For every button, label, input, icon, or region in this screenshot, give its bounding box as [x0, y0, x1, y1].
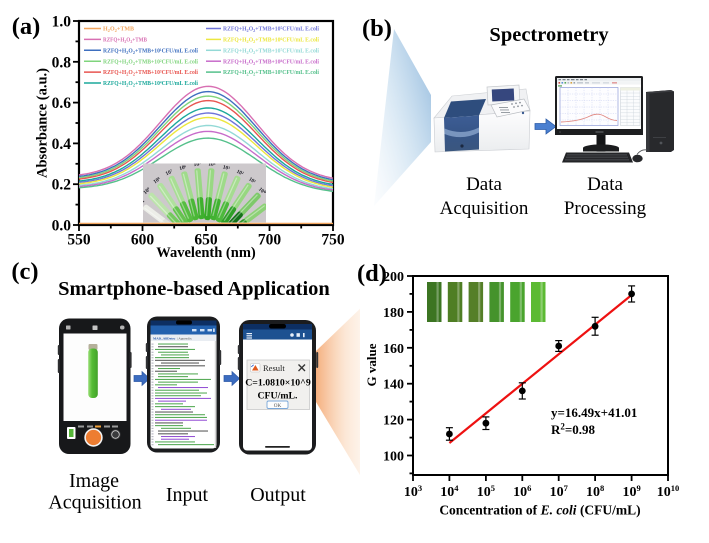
- svg-text:Acquisition: Acquisition: [48, 492, 141, 514]
- svg-text:RZFQ+H2O2​+TMB+10⁹CFU/mL E.col: RZFQ+H2O2​+TMB+10⁹CFU/mL E.coli: [223, 69, 319, 77]
- svg-text:0.0: 0.0: [52, 218, 72, 235]
- svg-text:0.6: 0.6: [52, 95, 72, 112]
- svg-text:120: 120: [383, 414, 404, 429]
- svg-text:109: 109: [622, 483, 640, 500]
- svg-text:Output: Output: [250, 484, 306, 506]
- svg-text:(c): (c): [11, 258, 38, 285]
- svg-text:10¹: 10¹: [247, 176, 256, 185]
- svg-text:RZFQ+H2O2​+TMB: RZFQ+H2O2​+TMB: [103, 38, 147, 45]
- svg-text:600: 600: [131, 232, 155, 249]
- svg-text:10²: 10²: [235, 169, 244, 177]
- svg-text:RZFQ+H2O2​+TMB+10⁶CFU/mL E.col: RZFQ+H2O2​+TMB+10⁶CFU/mL E.coli: [223, 37, 319, 45]
- svg-text:C=1.0810×10^9: C=1.0810×10^9: [245, 378, 311, 389]
- svg-text:H2O2​+TMB: H2O2​+TMB: [103, 27, 134, 33]
- svg-text:650: 650: [194, 232, 218, 249]
- svg-text:Spectrometry: Spectrometry: [489, 24, 609, 46]
- svg-text:y=16.49x+41.01: y=16.49x+41.01: [551, 405, 637, 420]
- svg-text:Data: Data: [466, 174, 502, 195]
- svg-text:140: 140: [383, 378, 404, 393]
- svg-text:103: 103: [404, 483, 422, 500]
- svg-text:10⁸: 10⁸: [152, 176, 161, 185]
- svg-text:0: 0: [266, 200, 273, 206]
- svg-text:1010: 1010: [657, 483, 680, 500]
- svg-text:104: 104: [440, 483, 459, 500]
- svg-text:10³: 10³: [222, 164, 231, 172]
- svg-text:RZFQ+H2O2​+TMB+10³CFU/mL E.col: RZFQ+H2O2​+TMB+10³CFU/mL E.coli: [103, 69, 198, 77]
- svg-text:G value: G value: [364, 343, 379, 386]
- svg-text:550: 550: [67, 232, 91, 249]
- svg-text:RZFQ+H2O2​+TMB+10⁴CFU/mL E.col: RZFQ+H2O2​+TMB+10⁴CFU/mL E.coli: [103, 80, 198, 88]
- svg-text:Absorbance (a.u.): Absorbance (a.u.): [35, 68, 51, 178]
- svg-text:160: 160: [383, 342, 404, 357]
- svg-text:Smartphone-based Application: Smartphone-based Application: [58, 278, 330, 300]
- svg-text:RZFQ+H2O2​+TMB+10²CFU/mL E.col: RZFQ+H2O2​+TMB+10²CFU/mL E.coli: [103, 58, 198, 66]
- svg-text:Data: Data: [587, 174, 623, 195]
- svg-text:RZFQ+H2O2​+TMB+10⁸CFU/mL E.col: RZFQ+H2O2​+TMB+10⁸CFU/mL E.coli: [223, 58, 319, 66]
- svg-text:RZFQ+H2O2​+TMB+10⁷CFU/mL E.col: RZFQ+H2O2​+TMB+10⁷CFU/mL E.coli: [223, 47, 319, 55]
- svg-text:750: 750: [321, 232, 345, 249]
- svg-text:RZFQ+H2O2​+TMB+10¹CFU/mL E.col: RZFQ+H2O2​+TMB+10¹CFU/mL E.coli: [103, 47, 198, 55]
- svg-text:100: 100: [383, 450, 404, 465]
- svg-text:(b): (b): [362, 15, 392, 42]
- svg-text:Input: Input: [166, 484, 209, 506]
- svg-text:| Appendix: | Appendix: [177, 336, 192, 340]
- svg-text:107: 107: [550, 483, 569, 500]
- svg-text:(d): (d): [357, 260, 387, 287]
- svg-text:CFU/mL.: CFU/mL.: [257, 391, 298, 402]
- svg-text:1.0: 1.0: [52, 14, 72, 31]
- svg-text:105: 105: [477, 483, 495, 500]
- svg-text:10⁹: 10⁹: [143, 186, 152, 195]
- svg-text:180: 180: [383, 306, 404, 321]
- svg-text:10⁰: 10⁰: [257, 187, 267, 197]
- svg-text:MAD_AllDetec: MAD_AllDetec: [153, 336, 176, 340]
- svg-text:OK: OK: [274, 403, 282, 409]
- svg-text:10⁵: 10⁵: [193, 161, 201, 168]
- svg-text:Wavelenth (nm): Wavelenth (nm): [156, 245, 256, 261]
- svg-text:R2=0.98: R2=0.98: [551, 422, 596, 438]
- svg-text:10⁴: 10⁴: [208, 162, 216, 169]
- svg-text:10⁶: 10⁶: [179, 164, 188, 172]
- svg-text:Image: Image: [69, 470, 119, 492]
- svg-text:106: 106: [513, 483, 531, 500]
- svg-text:0.2: 0.2: [52, 177, 72, 194]
- svg-text:Result: Result: [263, 363, 285, 373]
- svg-text:Concentration of E. coli (CFU/: Concentration of E. coli (CFU/mL): [439, 503, 640, 518]
- svg-text:Processing: Processing: [564, 198, 647, 219]
- svg-text:108: 108: [586, 483, 604, 500]
- svg-text:0.8: 0.8: [52, 54, 72, 71]
- svg-text:RZFQ+H2O2​+TMB+10⁵CFU/mL E.col: RZFQ+H2O2​+TMB+10⁵CFU/mL E.coli: [223, 26, 319, 33]
- svg-text:700: 700: [258, 232, 282, 249]
- svg-text:200: 200: [383, 270, 404, 285]
- svg-text:10⁷: 10⁷: [165, 169, 174, 177]
- svg-text:(a): (a): [12, 13, 41, 40]
- svg-text:Acquisition: Acquisition: [440, 198, 529, 219]
- svg-text:0.4: 0.4: [52, 136, 72, 153]
